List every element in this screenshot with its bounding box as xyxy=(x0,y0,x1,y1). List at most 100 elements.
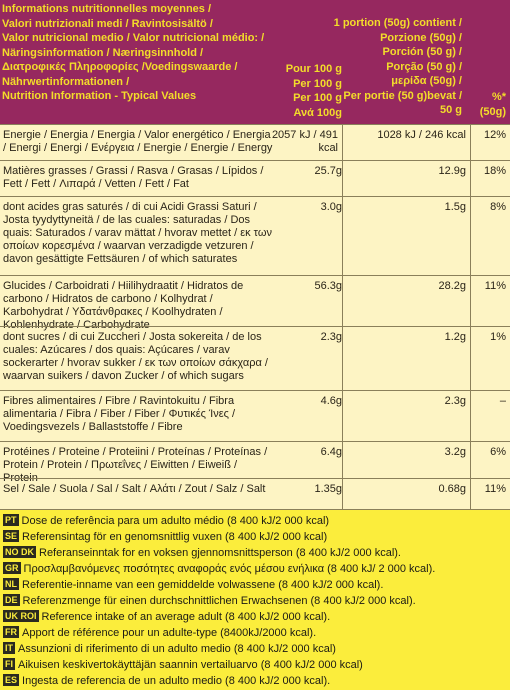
per-portion-value: 2.3g xyxy=(444,395,466,407)
per-100g-value: 6.4g xyxy=(320,446,342,458)
country-code-badge: DE xyxy=(3,594,20,606)
per-100g-value: 56.3g xyxy=(314,280,342,292)
nutrient-label: Glucides / Carboidrati / Hiilihydraatit … xyxy=(3,280,244,331)
portion-line: Porción (50 g) / xyxy=(382,46,462,58)
reference-intake-section: PT Dose de referência para um adulto médi… xyxy=(0,509,510,690)
header-line: Valor nutricional medio / Valor nutricio… xyxy=(2,32,265,44)
column-divider xyxy=(342,124,343,509)
portion-line: Porção (50 g) / xyxy=(386,60,462,73)
header-line: Valori nutrizionali medi / Ravintosisält… xyxy=(2,17,213,30)
percent-value: 12% xyxy=(483,129,506,141)
reference-intake-text: Aikuisen keskivertokäyttäjän saannin ver… xyxy=(18,659,363,671)
header-line: Näringsinformation / Næringsinnhold / xyxy=(2,46,204,59)
nutrient-label: Fibres alimentaires / Fibre / Ravintokui… xyxy=(3,395,236,433)
country-code-badge: GR xyxy=(3,562,21,574)
per-100g-line: Ανά 100g xyxy=(293,106,342,119)
reference-intake-line: NL Referentie-inname van een gemiddelde v… xyxy=(3,578,383,592)
per-100g-value: 2057 kJ / 491 kcal xyxy=(271,129,338,154)
reference-intake-line: SE Referensintag för en genomsnittlig vux… xyxy=(3,530,327,544)
per-100g-value: 4.6g xyxy=(320,395,342,407)
reference-intake-text: Dose de referência para um adulto médio … xyxy=(21,515,330,527)
per-100g-line: Pour 100 g xyxy=(285,63,342,75)
per-100g-line: Per 100 g xyxy=(293,92,342,104)
reference-intake-line: PT Dose de referência para um adulto médi… xyxy=(3,514,329,528)
nutrient-label: Matières grasses / Grassi / Rasva / Gras… xyxy=(3,165,264,190)
header-line: Informations nutritionnelles moyennes / xyxy=(2,3,212,15)
per-portion-value: 1.5g xyxy=(444,201,466,213)
per-100g-value: 2.3g xyxy=(320,331,342,343)
reference-intake-line: IT Assunzioni di riferimento di un adulto… xyxy=(3,642,336,656)
table-row-protein: Protéines / Proteine / Proteiini / Prote… xyxy=(0,441,510,484)
percent-value: 1% xyxy=(490,331,506,343)
reference-intake-line: DE Referenzmenge für einen durchschnittli… xyxy=(3,594,416,608)
nutrient-label: Energie / Energia / Energia / Valor ener… xyxy=(3,129,273,154)
reference-intake-text: Referensintag för en genomsnittlig vuxen… xyxy=(22,531,328,543)
table-row-sugars: dont sucres / di cui Zuccheri / Josta so… xyxy=(0,326,510,390)
nutrient-label: dont sucres / di cui Zuccheri / Josta so… xyxy=(3,331,268,382)
nutrition-table: Energie / Energia / Energia / Valor ener… xyxy=(0,124,510,502)
reference-intake-text: Referenzmenge für einen durchschnittlich… xyxy=(22,595,416,607)
reference-intake-line: FR Apport de référence pour un adulte-typ… xyxy=(3,626,316,640)
portion-line: Porzione (50g) / xyxy=(380,31,462,44)
reference-intake-text: Reference intake of an average adult (8 … xyxy=(41,611,331,623)
per-100g-value: 3.0g xyxy=(320,201,342,213)
table-row-energy: Energie / Energia / Energia / Valor ener… xyxy=(0,124,510,160)
percent-value: 18% xyxy=(483,165,506,177)
reference-intake-text: Ingesta de referencia de un adulto medio… xyxy=(22,675,331,687)
nutrition-header: Informations nutritionnelles moyennes / … xyxy=(0,0,510,124)
portion-line: 50 g xyxy=(439,104,462,116)
per-100g-value: 1.35g xyxy=(314,483,342,495)
country-code-badge: ES xyxy=(3,674,20,686)
portion-line: Per portie (50 g)bevat / xyxy=(343,89,462,102)
percent-value: 11% xyxy=(484,483,506,495)
reference-intake-text: Apport de référence pour un adulte-type … xyxy=(22,627,317,639)
per-portion-value: 0.68g xyxy=(438,483,466,495)
table-row-carbohydrate: Glucides / Carboidrati / Hiilihydraatit … xyxy=(0,275,510,331)
reference-intake-text: Προσλαμβανόμενες ποσότητες αναφοράς ενός… xyxy=(23,563,436,575)
reference-intake-line: UK ROI Reference intake of an average adu… xyxy=(3,610,330,624)
table-row-salt: Sel / Sale / Suola / Sal / Salt / Αλάτι … xyxy=(0,478,510,502)
per-portion-value: 12.9g xyxy=(438,165,466,177)
column-divider xyxy=(470,124,471,509)
header-line: Διατροφικές Πληροφορίες /Voedingswaarde … xyxy=(2,61,238,73)
country-code-badge: FI xyxy=(3,658,15,670)
per-portion-value: 28.2g xyxy=(438,280,466,292)
country-code-badge: IT xyxy=(3,642,15,654)
percent-line: (50g) xyxy=(479,105,506,118)
reference-intake-line: FI Aikuisen keskivertokäyttäjän saannin v… xyxy=(3,658,363,672)
header-title: Informations nutritionnelles moyennes / … xyxy=(2,2,288,104)
country-code-badge: NO DK xyxy=(3,546,36,558)
per-100g-heading: Pour 100 g Per 100 g Per 100 g Ανά 100g xyxy=(260,62,342,120)
reference-intake-text: Referentie-inname van een gemiddelde vol… xyxy=(22,579,384,591)
nutrient-label: Sel / Sale / Suola / Sal / Salt / Αλάτι … xyxy=(3,483,266,495)
table-row-fat: Matières grasses / Grassi / Rasva / Gras… xyxy=(0,160,510,196)
percent-value: 11% xyxy=(484,280,506,292)
per-portion-heading: 1 portion (50g) contient / Porzione (50g… xyxy=(300,16,462,118)
country-code-badge: FR xyxy=(3,626,19,638)
percent-heading: %* (50g) xyxy=(472,90,506,119)
percent-value: 8% xyxy=(490,201,506,213)
country-code-badge: UK ROI xyxy=(3,610,39,622)
portion-line: 1 portion (50g) contient / xyxy=(333,17,462,29)
per-100g-value: 25.7g xyxy=(314,165,342,177)
country-code-badge: PT xyxy=(3,514,19,526)
per-portion-value: 1.2g xyxy=(444,331,466,343)
header-line: Nutrition Information - Typical Values xyxy=(2,90,197,102)
table-row-saturates: dont acides gras saturés / di cui Acidi … xyxy=(0,196,510,275)
country-code-badge: SE xyxy=(3,530,20,542)
reference-intake-text: Referanseinntak for en voksen gjennomsni… xyxy=(39,547,401,559)
per-portion-value: 1028 kJ / 246 kcal xyxy=(377,129,466,141)
percent-value: 6% xyxy=(490,446,506,458)
per-100g-line: Per 100 g xyxy=(293,77,342,90)
table-row-fibre: Fibres alimentaires / Fibre / Ravintokui… xyxy=(0,390,510,441)
reference-intake-line: GR Προσλαμβανόμενες ποσότητες αναφοράς εν… xyxy=(3,562,435,576)
header-line: Nährwertinformationen / xyxy=(2,75,130,88)
reference-intake-text: Assunzioni di riferimento di un adulto m… xyxy=(18,643,336,655)
reference-intake-line: NO DK Referanseinntak for en voksen gjenn… xyxy=(3,546,401,560)
reference-intake-line: ES Ingesta de referencia de un adulto med… xyxy=(3,674,330,688)
per-portion-value: 3.2g xyxy=(444,446,466,458)
portion-line: μερίδα (50g) / xyxy=(391,75,462,87)
percent-value: – xyxy=(499,395,506,407)
percent-line: %* xyxy=(491,91,506,103)
nutrient-label: dont acides gras saturés / di cui Acidi … xyxy=(3,201,272,265)
